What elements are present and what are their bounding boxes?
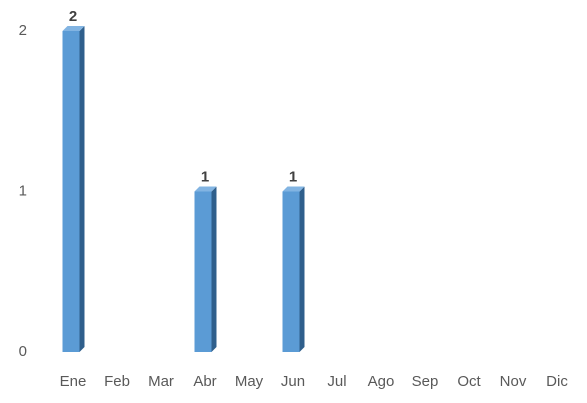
x-tick-label: May — [235, 373, 264, 390]
data-label: 1 — [289, 168, 297, 185]
bar — [62, 26, 85, 352]
x-tick-label: Jun — [281, 373, 305, 390]
bar-top — [62, 26, 85, 31]
y-tick-label: 0 — [19, 343, 27, 360]
bar-top — [282, 186, 305, 192]
bar — [194, 186, 217, 352]
bar-side — [299, 186, 305, 352]
data-label: 1 — [201, 168, 209, 185]
bar-side — [211, 186, 217, 352]
x-tick-label: Ago — [368, 373, 395, 390]
x-tick-label: Sep — [412, 373, 439, 390]
x-tick-label: Ene — [60, 373, 87, 390]
bar-front — [282, 191, 300, 352]
bar-side — [79, 26, 85, 352]
bar — [282, 186, 305, 352]
x-tick-label: Abr — [193, 373, 216, 390]
x-tick-label: Dic — [546, 373, 568, 390]
bar-front — [194, 191, 212, 352]
y-tick-label: 1 — [19, 182, 27, 199]
x-tick-label: Nov — [500, 373, 527, 390]
x-tick-label: Feb — [104, 373, 130, 390]
y-tick-label: 2 — [19, 22, 27, 39]
x-tick-label: Mar — [148, 373, 174, 390]
bar-front — [62, 31, 80, 352]
bar-top — [194, 186, 217, 192]
x-tick-label: Jul — [327, 373, 346, 390]
data-label: 2 — [69, 8, 77, 25]
x-tick-label: Oct — [457, 373, 481, 390]
